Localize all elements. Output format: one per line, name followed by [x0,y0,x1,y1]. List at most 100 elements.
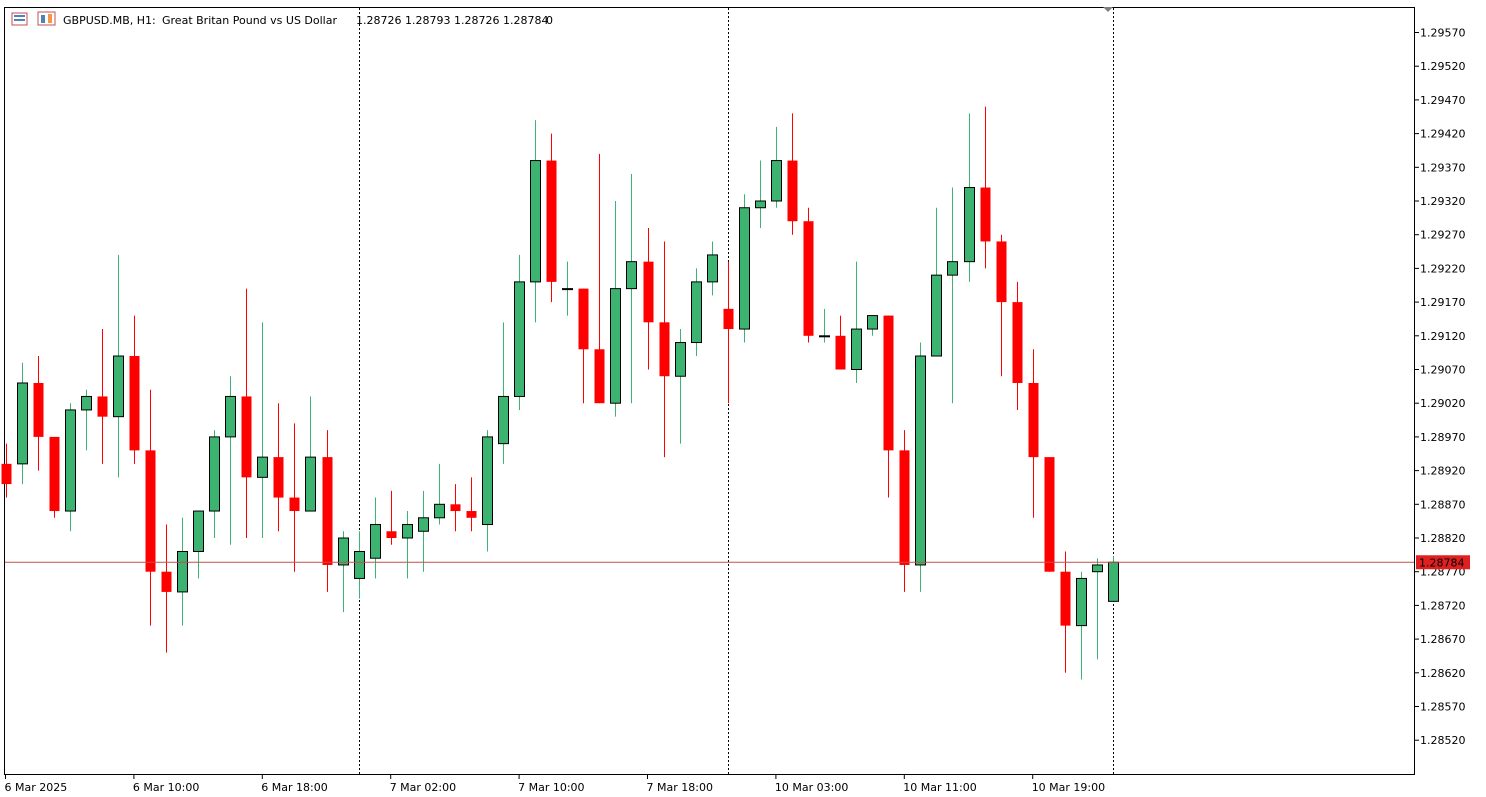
candle-body [819,335,830,338]
candle-body [723,308,734,330]
candle-body [739,207,750,330]
time-tick-label: 10 Mar 11:00 [903,781,976,794]
candle-body [49,436,60,512]
candle [257,322,268,538]
candle-body [562,288,573,291]
candle [980,106,991,269]
candle [498,322,509,464]
candle [787,113,798,235]
candle [530,120,541,323]
chart-ohlc: 1.28726 1.28793 1.28726 1.28784 [356,14,548,27]
candle [964,113,975,282]
candle [1108,556,1119,602]
candle [1060,551,1071,673]
candle [402,511,413,579]
price-tick-label: 1.28570 [1420,701,1466,714]
price-tick-label: 1.29570 [1420,27,1466,40]
candle-body [610,288,621,404]
candle [145,389,156,626]
price-tick-label: 1.29370 [1420,161,1466,174]
candle [947,187,958,404]
shift-marker-icon[interactable] [1103,7,1113,12]
candle-body [225,395,236,438]
price-tick-label: 1.29320 [1420,195,1466,208]
one-click-trading-icon[interactable] [37,11,56,26]
candles-layer [1,106,1119,680]
candle [289,423,300,572]
candle [113,254,124,478]
candle-body [707,254,718,283]
candle-body [626,261,637,290]
candle-body [947,261,958,276]
price-tick-label: 1.28520 [1420,734,1466,747]
price-tick-label: 1.28920 [1420,465,1466,478]
price-tick-label: 1.29420 [1420,128,1466,141]
candle [867,315,878,336]
candle-body [1028,382,1039,458]
time-tick-label: 7 Mar 10:00 [518,781,584,794]
candle [883,315,894,498]
candle-body [289,497,300,512]
candle [659,241,670,458]
candle-body [466,511,477,518]
candle-body [1092,564,1103,573]
price-axis[interactable]: 1.29570 1.29520 1.29470 1.29420 1.29370 1.293… [1414,27,1466,748]
candle-body [354,550,365,579]
candle [209,430,220,538]
time-tick-label: 6 Mar 10:00 [133,781,199,794]
candle [65,403,76,532]
candle [915,342,926,592]
chart-menu-icon[interactable] [11,12,28,26]
price-tick-label: 1.28970 [1420,431,1466,444]
candle-body [883,315,894,451]
candle-body [273,457,284,498]
candle-body [305,456,316,512]
candle [1044,457,1055,572]
candle-body [241,396,252,478]
candle [386,490,397,545]
candle [370,497,381,579]
current-price-value: 1.28784 [1419,556,1465,569]
candle [241,288,252,538]
candle-body [418,517,429,532]
candle-body [97,396,108,417]
time-tick-label: 10 Mar 19:00 [1032,781,1105,794]
candle [273,403,284,532]
candle-body [851,328,862,370]
candle-body [659,322,670,377]
candle [33,356,44,471]
chart-description: Great Britan Pound vs US Dollar [162,14,337,27]
candle [851,261,862,383]
price-tick-label: 1.28620 [1420,667,1466,680]
candle [193,510,204,579]
candle [482,430,493,552]
candle-body [386,531,397,538]
candle-body [1060,571,1071,626]
candle [755,160,766,228]
price-tick-label: 1.29220 [1420,262,1466,275]
candle-body [209,436,220,512]
candle [322,430,333,592]
candle-body [1076,577,1087,627]
candle-body [1012,302,1023,383]
candle-body [482,436,493,526]
time-axis[interactable]: 6 Mar 2025 6 Mar 10:00 6 Mar 18:00 7 Mar 02… [5,774,1106,794]
candle-body [996,241,1007,303]
candle-body [498,395,509,445]
price-tick-label: 1.29070 [1420,364,1466,377]
candle [177,517,188,626]
candle-body [803,221,814,336]
candle [610,201,621,417]
candle [562,261,573,316]
candle-body [915,355,926,566]
chart-symbol: GBPUSD.MB, H1: [63,14,156,27]
candle-body [81,395,92,411]
candle [81,389,92,451]
candle-body [1,463,12,485]
candle-body [578,288,589,350]
candle-body [161,571,172,592]
candle [466,477,477,532]
candle-body [643,261,654,323]
candle-body [450,504,461,512]
